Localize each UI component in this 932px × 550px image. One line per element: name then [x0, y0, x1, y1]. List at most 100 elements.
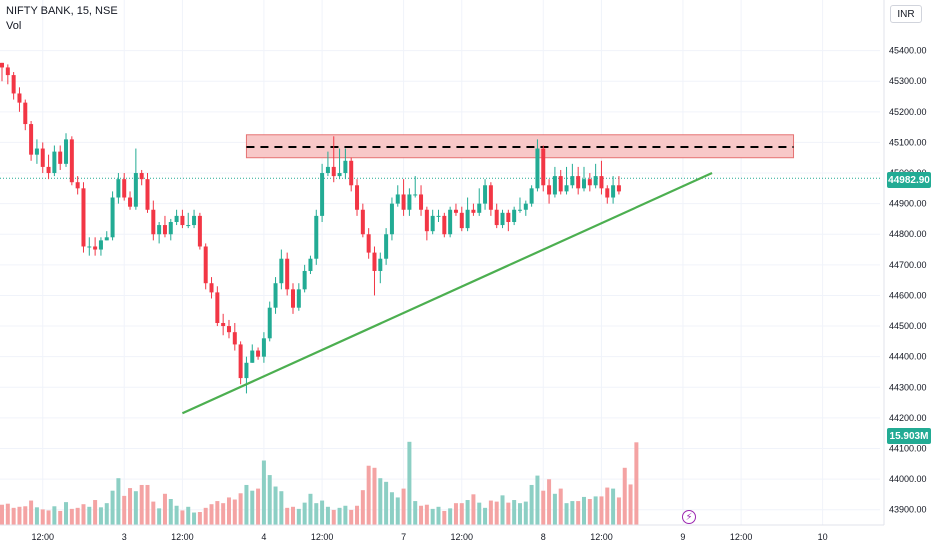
volume-bar [87, 506, 92, 525]
resistance-zone-layer [245, 134, 795, 159]
currency-button[interactable]: INR [890, 5, 922, 23]
candle-body [0, 62, 4, 68]
volume-bar [192, 512, 197, 525]
candle-body [407, 194, 412, 210]
volume-bar [285, 507, 290, 525]
symbol-title[interactable]: NIFTY BANK, 15, NSE [6, 5, 118, 17]
price-tick-label: 44800.00 [889, 229, 927, 239]
volume-bar [226, 497, 231, 525]
volume-bar [296, 508, 301, 525]
volume-bar [628, 484, 633, 525]
trendline-layer [181, 172, 713, 415]
volume-bar [29, 500, 34, 525]
volume-bar [547, 479, 552, 525]
volume-bar [593, 496, 598, 525]
volume-bar [611, 488, 616, 525]
grid [0, 0, 880, 525]
candle-body [104, 237, 109, 241]
lightning-icon[interactable]: ⚡ [682, 510, 696, 524]
volume-bar [139, 484, 144, 525]
candle-body [576, 176, 581, 189]
candle-body [162, 225, 167, 235]
candle-body [552, 176, 557, 195]
volume-indicator-label[interactable]: Vol [6, 20, 22, 32]
price-tick-label: 44100.00 [889, 443, 927, 453]
volume-bar [488, 500, 493, 525]
candle-body [384, 234, 389, 259]
candle-body [139, 173, 144, 180]
price-axis[interactable]: 45400.0045300.0045200.0045100.0045000.00… [883, 0, 927, 525]
volume-bar [232, 499, 237, 525]
volume-bar [512, 500, 517, 525]
candle-body [250, 350, 255, 363]
volume-bar [331, 509, 336, 525]
candle-body [517, 209, 522, 211]
volume-bar [302, 502, 307, 525]
candle-body [209, 283, 214, 293]
volume-bar [197, 512, 202, 525]
candle-body [58, 151, 63, 164]
volume-bar [337, 507, 342, 525]
candle-body [331, 166, 336, 177]
volume-bar [256, 488, 261, 525]
volume-bar [453, 503, 458, 525]
price-tick-label: 45200.00 [889, 107, 927, 117]
volume-bar [599, 496, 604, 525]
volume-bar [442, 510, 447, 525]
candle-body [372, 252, 377, 271]
volume-bar [494, 501, 499, 525]
last-volume-badge: 15.903M [887, 428, 931, 444]
candle-body [477, 203, 482, 213]
candle-body [5, 67, 10, 76]
candle-body [471, 209, 476, 213]
volume-bar [378, 478, 383, 525]
candle-body [34, 148, 39, 155]
volume-bar [98, 507, 103, 525]
candle-body [593, 176, 598, 186]
volume-bar [238, 493, 243, 525]
price-tick-label: 44500.00 [889, 321, 927, 331]
volume-bar [372, 467, 377, 525]
candle-body [605, 188, 610, 198]
candle-body [308, 258, 313, 271]
volume-bar [576, 501, 581, 525]
volume-bar [145, 484, 150, 525]
volume-bar [436, 506, 441, 525]
candle-body [483, 185, 488, 204]
candle-body [616, 185, 621, 192]
time-tick-label: 12:00 [311, 532, 334, 542]
price-tick-label: 45400.00 [889, 46, 927, 56]
candle-body [459, 212, 464, 229]
volume-bar [221, 503, 226, 525]
volume-bar [23, 506, 28, 525]
volume-bar [314, 503, 319, 525]
candle-body [558, 176, 563, 192]
candle-body [419, 194, 424, 210]
volume-bar [500, 495, 505, 525]
volume-bar [40, 509, 45, 525]
volume-bar [17, 506, 22, 525]
volume-bar [0, 504, 4, 525]
volume-bar [325, 506, 330, 525]
volume-bar [366, 465, 371, 525]
volume-bar [122, 495, 127, 525]
volume-bar [168, 499, 173, 525]
candle-body [570, 176, 575, 186]
last-price-badge: 44982.90 [887, 172, 931, 188]
price-tick-label: 44400.00 [889, 352, 927, 362]
volume-bar [384, 481, 389, 525]
candle-body [17, 93, 22, 103]
time-axis[interactable]: 12:00 3 12:00 4 12:00 7 12:00 8 12:00 9 12:00 10 [0, 524, 884, 542]
candle-body [168, 222, 173, 235]
candle-body [448, 209, 453, 235]
volume-bar [360, 490, 365, 525]
candle-body [128, 197, 133, 207]
volume-bar [523, 501, 528, 525]
candle-body [98, 240, 103, 250]
candle-body [523, 203, 528, 210]
volume-bar [128, 488, 133, 525]
candle-body [52, 151, 57, 174]
volume-bar [186, 506, 191, 525]
price-tick-label: 44200.00 [889, 413, 927, 423]
